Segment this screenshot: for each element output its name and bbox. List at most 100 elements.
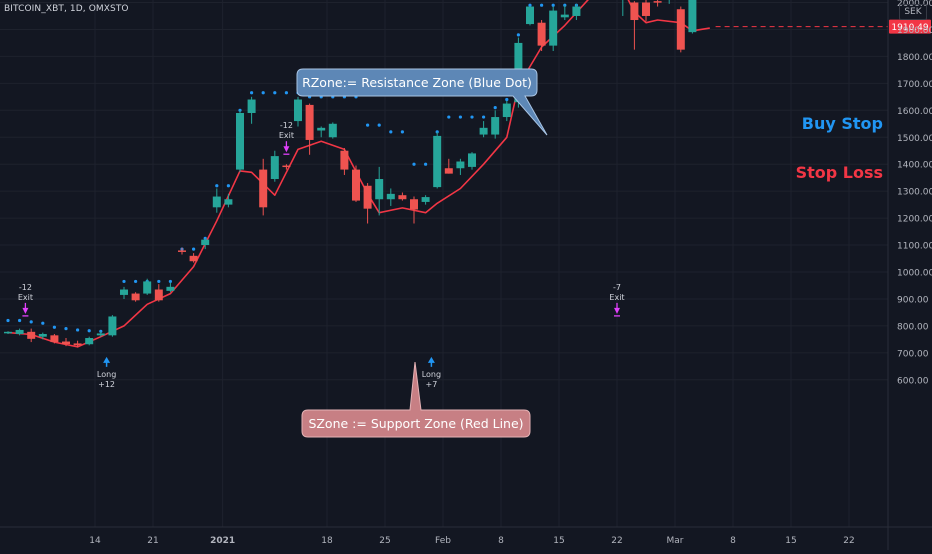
candle-up — [479, 121, 488, 138]
exit-arrow-icon — [283, 146, 290, 153]
candle-down — [340, 148, 349, 175]
exit-signal-label: Exit — [609, 293, 624, 302]
rzone-callout-box — [296, 68, 548, 136]
candle-up — [120, 286, 128, 299]
price-tick-label: 1800.00 — [897, 53, 932, 63]
resistance-dot — [215, 184, 219, 188]
candle-body — [4, 331, 12, 334]
candle-down — [676, 6, 685, 53]
candle-body — [236, 112, 244, 170]
time-tick-label: Mar — [667, 536, 684, 546]
candle-body — [386, 193, 395, 200]
candle-up — [456, 158, 465, 175]
price-axis[interactable]: 600.00 700.00 800.00 900.00 1000.00 1100.00 12… — [897, 0, 932, 386]
grid-lines — [0, 0, 888, 527]
time-tick-label: 8 — [730, 536, 736, 546]
price-tick-label: 1300.00 — [897, 188, 932, 198]
long-signal-label: Long — [97, 370, 116, 379]
candle-up — [294, 96, 302, 127]
price-tick-label: 1500.00 — [897, 134, 932, 144]
candle-body — [642, 2, 650, 16]
candle-body — [340, 150, 349, 170]
time-axis[interactable]: 14 21 2021 18 25 Feb 8 15 22 Mar 8 15 22 — [89, 536, 854, 546]
candle-down — [282, 164, 291, 170]
candle-up — [108, 315, 117, 337]
currency-badge[interactable]: SEK — [899, 4, 927, 20]
candle-body — [270, 156, 279, 180]
candle-body — [27, 331, 36, 339]
resistance-dot — [482, 115, 486, 119]
candle-body — [468, 153, 476, 167]
candle-body — [363, 185, 372, 209]
candle-body — [38, 333, 47, 337]
time-tick-label: 25 — [379, 536, 390, 546]
candle-body — [212, 196, 221, 208]
candle-body — [96, 333, 105, 336]
candle-body — [224, 199, 233, 205]
levels-layer: 2091.191910.49 — [715, 19, 931, 34]
candle-up — [572, 3, 581, 21]
candle-body — [62, 341, 70, 345]
price-tick-label: 1700.00 — [897, 80, 932, 90]
candle-up — [375, 166, 384, 216]
candle-up — [386, 188, 395, 206]
price-tick-label: 1600.00 — [897, 107, 932, 117]
candle-body — [502, 103, 511, 118]
candle-body — [305, 104, 314, 140]
exit-signal-label: Exit — [279, 131, 294, 140]
symbol-title[interactable]: BITCOIN_XBT, 1D, OMXSTO — [4, 4, 129, 14]
resistance-dot — [366, 123, 370, 127]
candle-down — [50, 333, 59, 344]
candle-down — [444, 158, 453, 174]
resistance-dot — [284, 91, 288, 95]
resistance-dot — [226, 184, 230, 188]
price-tick-label: 600.00 — [897, 376, 929, 386]
candle-up — [549, 6, 558, 52]
support-zone-line — [7, 0, 710, 348]
price-tick-label: 800.00 — [897, 322, 929, 332]
candle-up — [224, 193, 233, 208]
resistance-dot — [377, 123, 381, 127]
candle-up — [166, 282, 175, 293]
resistance-dot — [389, 130, 393, 134]
long-signal-size: +7 — [426, 380, 438, 389]
resistance-dot — [6, 318, 10, 323]
candle-body — [433, 135, 442, 188]
time-tick-label: 22 — [843, 536, 854, 546]
candle-down — [537, 20, 546, 52]
support-line-layer — [7, 0, 710, 348]
time-tick-label: 8 — [498, 536, 504, 546]
exit-arrow-icon — [614, 307, 620, 314]
rzone-callout-text: RZone:= Resistance Zone (Blue Dot) — [302, 75, 532, 90]
szone-callout-box — [301, 361, 531, 438]
candle-body — [108, 316, 117, 336]
time-tick-label: 22 — [611, 536, 622, 546]
candle-body — [259, 169, 268, 208]
candle-up — [421, 195, 430, 205]
candle-down — [178, 247, 186, 255]
candle-body — [282, 165, 291, 168]
resistance-dot — [412, 162, 416, 166]
resistance-dot — [76, 328, 80, 332]
candle-up — [433, 131, 442, 189]
candle-body — [328, 123, 337, 138]
candle-down — [154, 284, 163, 302]
long-signal-label: Long — [422, 370, 441, 379]
candle-body — [73, 343, 82, 346]
level-price-label: 1910.49 — [891, 23, 928, 33]
candle-body — [85, 338, 94, 345]
time-tick-label: 15 — [785, 536, 796, 546]
candle-up — [85, 336, 94, 346]
candle-body — [410, 199, 418, 210]
level-price-tag — [889, 19, 931, 34]
candle-body — [352, 169, 360, 201]
resistance-dot — [528, 3, 532, 7]
candle-body — [421, 197, 430, 202]
candle-up — [201, 238, 210, 250]
time-tick-label: 21 — [147, 536, 158, 546]
price-tick-label: 900.00 — [897, 295, 929, 305]
candle-body — [549, 10, 558, 46]
resistance-dot — [551, 3, 555, 7]
